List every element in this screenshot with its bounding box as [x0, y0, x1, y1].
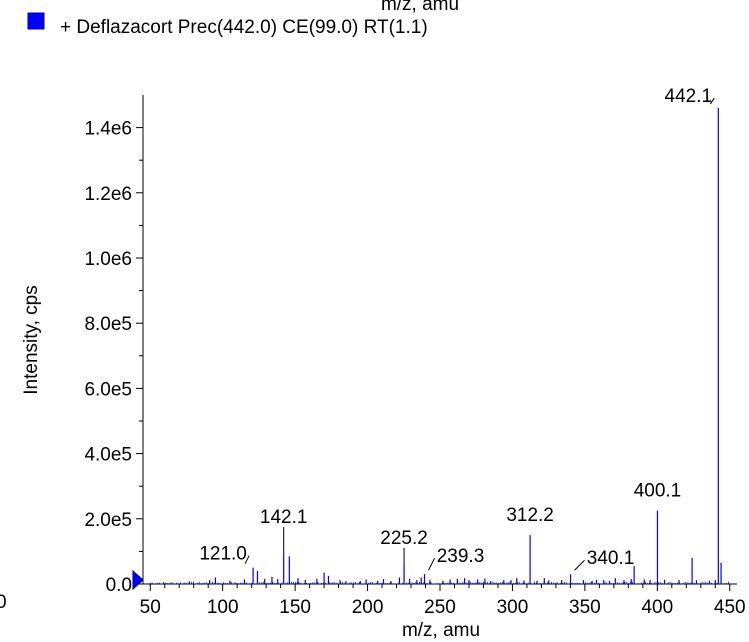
x-tick-label: 450 — [714, 597, 746, 618]
peak-label: 121.0 — [199, 544, 247, 565]
y-tick-label: 1.4e6 — [84, 119, 132, 140]
x-tick-label: 50 — [140, 597, 161, 618]
peak-label: 225.2 — [380, 528, 428, 549]
x-tick-label: 400 — [641, 597, 673, 618]
annotation-leader-line — [709, 97, 715, 105]
legend: + Deflazacort Prec(442.0) CE(99.0) RT(1.… — [27, 12, 428, 38]
tick-layer: 50 100 150 200 250 300 350 400 450 0.0 2.0e5 4.0e5 6… — [84, 119, 745, 618]
x-tick-label: 150 — [279, 597, 311, 618]
peak-label: 142.1 — [260, 507, 308, 528]
x-tick-label: 200 — [352, 597, 384, 618]
x-tick-label: 300 — [497, 597, 529, 618]
peak-label: 442.1 — [665, 86, 713, 107]
peak-label: 340.1 — [587, 548, 635, 569]
legend-label: + Deflazacort Prec(442.0) CE(99.0) RT(1.… — [60, 17, 428, 38]
peak-layer — [149, 108, 729, 584]
legend-swatch — [27, 12, 45, 30]
annotation-layer: 121.0 142.1 225.2 239.3 312.2 340.1 400.1 442.1 — [199, 86, 715, 571]
baseline-marker-icon — [132, 569, 144, 591]
annotation-leader-line — [574, 559, 585, 571]
y-tick-label: 1.0e6 — [84, 249, 132, 270]
clipped-top-axis-title: m/z, amu — [381, 0, 459, 15]
x-tick-label: 250 — [424, 597, 456, 618]
y-tick-label: 8.0e5 — [84, 314, 132, 335]
y-axis-title: Intensity, cps — [21, 285, 42, 394]
peak-label: 239.3 — [437, 546, 485, 567]
y-tick-label: 6.0e5 — [84, 379, 132, 400]
clipped-left-tick-label: 0 — [0, 592, 7, 613]
annotation-leader-line — [428, 557, 435, 571]
x-tick-label: 100 — [207, 597, 239, 618]
annotation-leader-line — [244, 555, 250, 564]
x-tick-label: 350 — [569, 597, 601, 618]
peak-label: 400.1 — [634, 481, 682, 502]
peak-label: 312.2 — [506, 505, 554, 526]
y-tick-label: 2.0e5 — [84, 510, 132, 531]
y-tick-label: 1.2e6 — [84, 184, 132, 205]
y-tick-label: 0.0 — [106, 575, 132, 596]
x-axis-title: m/z, amu — [402, 620, 480, 641]
y-tick-label: 4.0e5 — [84, 445, 132, 466]
